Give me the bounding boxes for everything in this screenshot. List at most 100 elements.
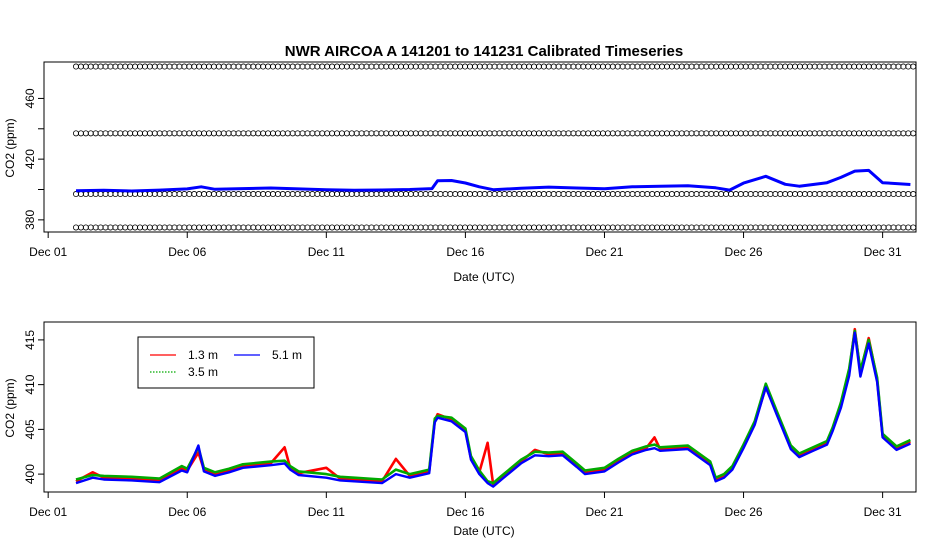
standard-marker: [476, 191, 483, 198]
standard-marker: [624, 63, 631, 70]
standard-marker: [777, 130, 784, 137]
standard-marker: [112, 130, 119, 137]
standard-marker: [860, 191, 867, 198]
standard-marker: [457, 224, 464, 231]
standard-marker: [289, 130, 296, 137]
standard-marker: [806, 130, 813, 137]
standard-marker: [437, 130, 444, 137]
standard-marker: [422, 130, 429, 137]
standard-marker: [649, 63, 656, 70]
standard-marker: [417, 191, 424, 198]
standard-marker: [501, 191, 508, 198]
standard-marker: [353, 63, 360, 70]
standard-marker: [634, 63, 641, 70]
standard-marker: [412, 130, 419, 137]
standard-marker: [619, 191, 626, 198]
standard-marker: [166, 130, 173, 137]
standard-marker: [358, 63, 365, 70]
standard-marker: [432, 130, 439, 137]
standard-marker: [466, 130, 473, 137]
standard-marker: [92, 191, 99, 198]
standard-marker: [801, 224, 808, 231]
standard-marker: [486, 63, 493, 70]
standard-marker: [348, 191, 355, 198]
standard-marker: [851, 224, 858, 231]
standard-marker: [718, 191, 725, 198]
standard-marker: [137, 63, 144, 70]
standard-marker: [659, 224, 666, 231]
standard-marker: [447, 224, 454, 231]
standard-marker: [373, 224, 380, 231]
standard-marker: [343, 63, 350, 70]
standard-marker: [649, 224, 656, 231]
standard-marker: [132, 224, 139, 231]
standard-marker: [737, 63, 744, 70]
x-tick-label: Dec 06: [168, 245, 206, 259]
standard-marker: [151, 63, 158, 70]
standard-marker: [659, 191, 666, 198]
standard-marker: [137, 224, 144, 231]
standard-marker: [245, 224, 252, 231]
standard-marker: [279, 191, 286, 198]
standard-marker: [644, 224, 651, 231]
standard-marker: [107, 130, 114, 137]
standard-marker: [752, 63, 759, 70]
standard-marker: [393, 130, 400, 137]
standard-marker: [772, 224, 779, 231]
standard-marker: [727, 130, 734, 137]
y-tick-label: 380: [23, 210, 37, 230]
standard-marker: [132, 130, 139, 137]
x-tick-label: Dec 26: [725, 505, 763, 519]
standard-marker: [378, 224, 385, 231]
standard-marker: [201, 63, 208, 70]
standard-marker: [575, 63, 582, 70]
standard-marker: [752, 130, 759, 137]
standard-marker: [324, 63, 331, 70]
standard-marker: [565, 130, 572, 137]
standard-marker: [294, 63, 301, 70]
standard-marker: [156, 224, 163, 231]
standard-marker: [230, 224, 237, 231]
standard-marker: [466, 224, 473, 231]
standard-marker: [634, 191, 641, 198]
standard-marker: [176, 63, 183, 70]
standard-marker: [102, 224, 109, 231]
series-line-5-1-m: [75, 331, 911, 488]
standard-marker: [205, 130, 212, 137]
standard-marker: [856, 130, 863, 137]
standard-marker: [708, 63, 715, 70]
standard-marker: [890, 224, 897, 231]
standard-marker: [727, 224, 734, 231]
standard-marker: [112, 63, 119, 70]
standard-marker: [466, 191, 473, 198]
standard-marker: [555, 130, 562, 137]
standard-marker: [668, 130, 675, 137]
standard-marker: [210, 224, 217, 231]
standard-marker: [284, 224, 291, 231]
legend-label-3-5m: 3.5 m: [188, 365, 218, 379]
standard-marker: [595, 191, 602, 198]
legend-label-1-3m: 1.3 m: [188, 348, 218, 362]
standard-marker: [92, 224, 99, 231]
standard-marker: [457, 130, 464, 137]
standard-marker: [732, 191, 739, 198]
standard-marker: [777, 63, 784, 70]
standard-marker: [772, 63, 779, 70]
standard-marker: [540, 130, 547, 137]
standard-marker: [329, 63, 336, 70]
standard-marker: [343, 224, 350, 231]
standard-marker: [225, 191, 232, 198]
standard-marker: [191, 130, 198, 137]
standard-marker: [215, 224, 222, 231]
standard-marker: [885, 130, 892, 137]
standard-marker: [535, 224, 542, 231]
standard-marker: [240, 224, 247, 231]
standard-marker: [609, 191, 616, 198]
y-axis-bottom: 400 405 410 415: [23, 330, 44, 484]
standard-marker: [506, 130, 513, 137]
standard-marker: [683, 63, 690, 70]
standard-marker: [580, 130, 587, 137]
standard-marker: [117, 224, 124, 231]
standard-marker: [570, 63, 577, 70]
standard-1: [72, 191, 917, 198]
